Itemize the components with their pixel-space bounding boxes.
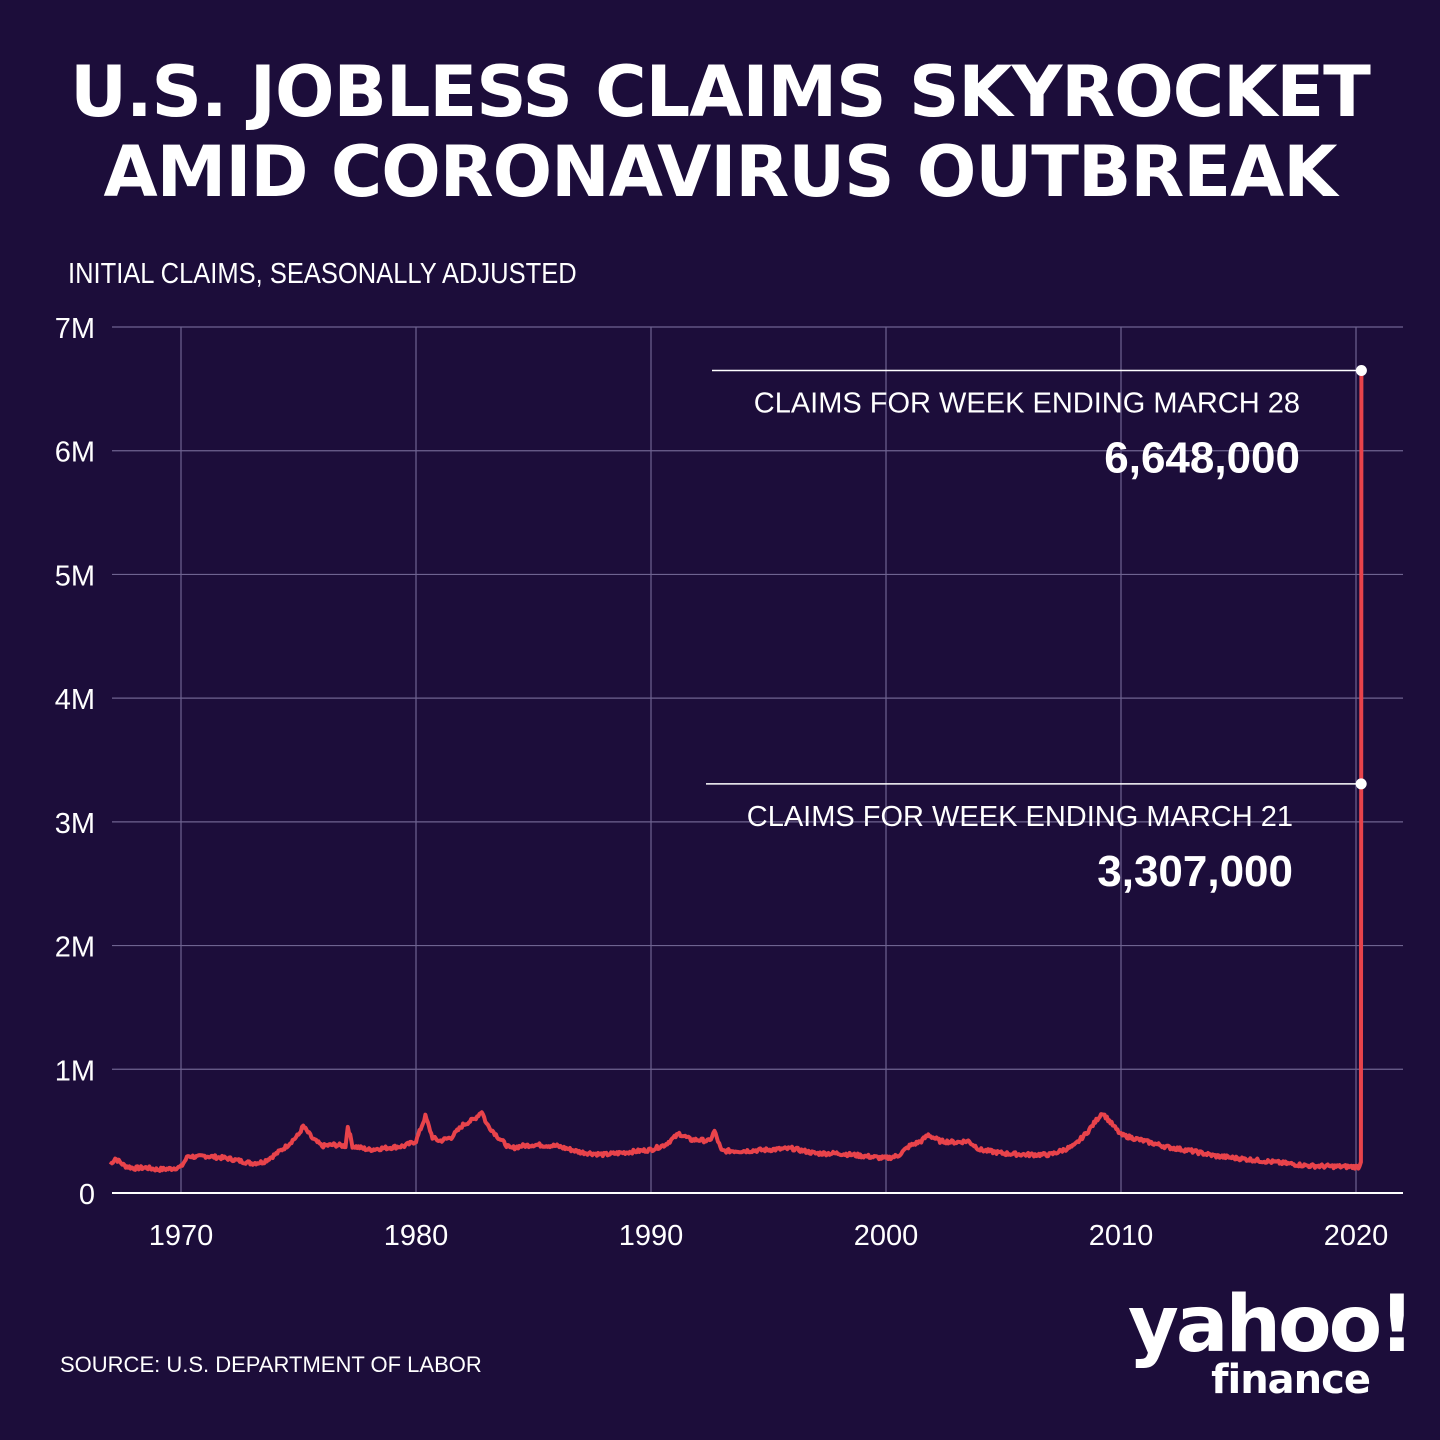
y-tick-label: 3M	[55, 808, 95, 840]
annotation-value: 6,648,000	[1104, 434, 1300, 483]
logo-yahoo: yahoo!	[1128, 1280, 1415, 1370]
data-point-marker	[1355, 778, 1367, 790]
chart-title: U.S. JOBLESS CLAIMS SKYROCKET AMID CORON…	[0, 52, 1440, 212]
x-tick-label: 2000	[854, 1220, 919, 1252]
source-note: SOURCE: U.S. DEPARTMENT OF LABOR	[60, 1352, 482, 1377]
annotation-value: 3,307,000	[1097, 847, 1293, 896]
y-tick-label: 5M	[55, 560, 95, 592]
x-tick-label: 2010	[1089, 1220, 1154, 1252]
x-tick-label: 1970	[149, 1220, 214, 1252]
annotation-label: CLAIMS FOR WEEK ENDING MARCH 28	[754, 388, 1300, 420]
x-tick-label: 1980	[384, 1220, 449, 1252]
y-tick-label: 7M	[55, 313, 95, 345]
y-tick-label: 6M	[55, 437, 95, 469]
x-tick-label: 2020	[1324, 1220, 1389, 1252]
logo-finance: finance	[1211, 1357, 1371, 1403]
series-line-initial-claims	[108, 370, 1364, 1173]
y-tick-label: 1M	[55, 1055, 95, 1087]
title-line-2: AMID CORONAVIRUS OUTBREAK	[103, 131, 1338, 213]
x-tick-label: 1990	[619, 1220, 684, 1252]
y-tick-label: 4M	[55, 684, 95, 716]
y-axis-label: INITIAL CLAIMS, SEASONALLY ADJUSTED	[68, 258, 577, 290]
title-line-1: U.S. JOBLESS CLAIMS SKYROCKET	[70, 51, 1371, 133]
y-tick-label: 0	[79, 1179, 95, 1211]
annotation-label: CLAIMS FOR WEEK ENDING MARCH 21	[747, 801, 1293, 833]
data-point-marker	[1355, 365, 1367, 377]
y-tick-label: 2M	[55, 932, 95, 964]
yahoo-finance-logo: yahoo! finance	[1128, 1280, 1415, 1403]
